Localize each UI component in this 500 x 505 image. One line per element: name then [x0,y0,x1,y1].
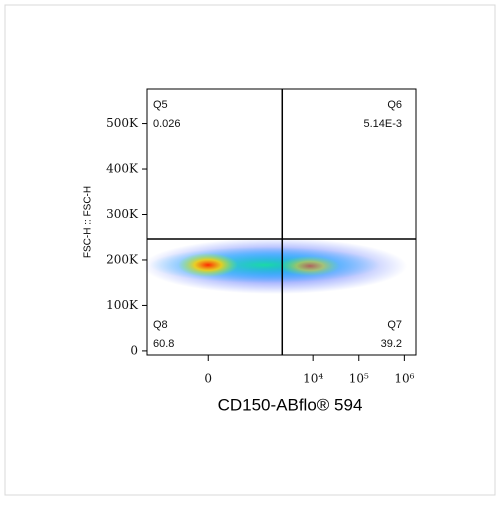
y-tick-label: 400K [106,162,139,176]
density-cloud [143,238,407,294]
y-tick-label: 300K [106,207,139,221]
y-tick-label: 100K [106,298,139,312]
y-tick-label: 200K [106,252,139,266]
x-tick-label: 10⁴ [303,372,323,386]
quadrant-name: Q6 [387,99,402,111]
x-axis-label: CD150-ABflo® 594 [218,395,363,414]
y-axis-label: FSC-H :: FSC-H [83,186,94,258]
x-tick-label: 10⁵ [349,372,369,386]
quadrant-name: Q5 [153,99,168,111]
quadrant [282,89,416,239]
quadrant [147,89,282,239]
quadrant-name: Q7 [387,319,402,331]
quadrant-percent: 0.026 [153,118,181,130]
y-tick-label: 0 [130,343,138,357]
quadrant-percent: 60.8 [153,338,174,350]
quadrant-percent: 39.2 [381,338,402,350]
x-tick-label: 10⁶ [394,372,414,386]
plot-frame [146,88,417,356]
quadrant-name: Q8 [153,319,168,331]
frame [4,4,496,496]
y-tick-label: 500K [106,116,139,130]
quadrant-percent: 5.14E-3 [363,118,402,130]
x-tick-label: 0 [204,372,212,386]
